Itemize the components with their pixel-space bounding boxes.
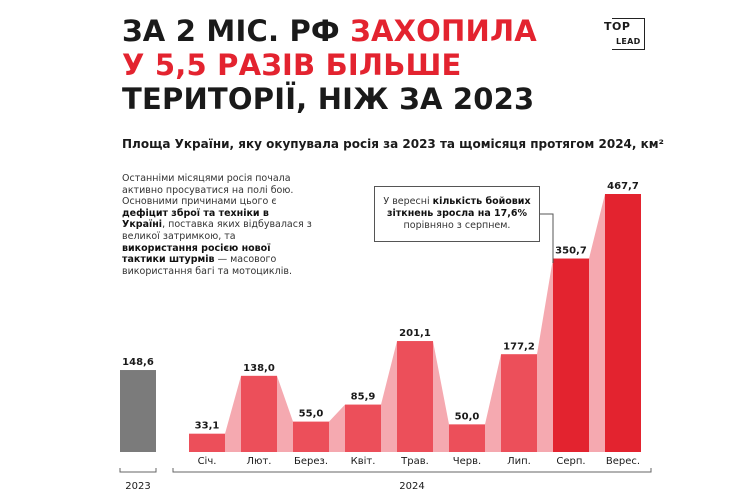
tick-label-8: Серп. (556, 456, 585, 467)
tick-label-2: Лют. (247, 456, 272, 467)
bar-5 (397, 341, 433, 452)
note-bold: кількість бойових зіткнень зросла на 17,… (386, 196, 531, 219)
bar-6 (449, 424, 485, 452)
bar-label-2023: 148,6 (122, 357, 154, 368)
tick-label-4: Квіт. (351, 455, 376, 467)
bar-3 (293, 421, 329, 452)
note-part-2: порівняно з серпнем. (403, 220, 511, 231)
title-line3-black: ТЕРИТОРІЇ, НІЖ ЗА 2023 (122, 82, 535, 116)
bar-4 (345, 404, 381, 452)
bar-label-6: 50,0 (455, 411, 480, 422)
bar-label-8: 350,7 (555, 246, 587, 257)
note-connector-line (540, 213, 554, 263)
bar-2 (241, 375, 277, 452)
title-line1-red: ЗАХОПИЛА (350, 14, 537, 48)
description-text: Останніми місяцями росія почала активно … (122, 173, 312, 277)
tick-label-3: Берез. (294, 456, 328, 467)
logo-top-text: TOP (604, 20, 631, 33)
tick-label-5: Трав. (400, 456, 429, 467)
page-title: ЗА 2 МІС. РФ ЗАХОПИЛА У 5,5 РАЗІВ БІЛЬШЕ… (122, 14, 537, 116)
tick-label-1: Січ. (198, 455, 217, 467)
desc-part-2: , поставка яких відбувалася з великої за… (122, 219, 312, 242)
bar-8 (553, 258, 589, 452)
group-label-2023: 2023 (125, 481, 150, 492)
bar-label-3: 55,0 (299, 409, 324, 420)
desc-bold-2: використання росією нової тактики штурмі… (122, 242, 271, 266)
tick-label-6: Черв. (453, 456, 481, 467)
desc-part-1: Останніми місяцями росія почала активно … (122, 173, 294, 208)
bar-9 (605, 194, 641, 452)
chart-subtitle: Площа України, яку окупувала росія за 20… (122, 137, 664, 151)
bar-label-7: 177,2 (503, 341, 535, 352)
bar-1 (189, 433, 225, 452)
title-line2-red: У 5,5 РАЗІВ БІЛЬШЕ (122, 48, 462, 82)
bar-label-1: 33,1 (195, 421, 220, 432)
desc-bold-1: дефіцит зброї та техніки в Україні (122, 207, 269, 231)
bar-label-4: 85,9 (351, 392, 376, 403)
tick-label-7: Лип. (507, 456, 531, 467)
logo-bottom-text: LEAD (616, 37, 641, 46)
bar-2023 (120, 370, 156, 452)
bar-label-2: 138,0 (243, 363, 275, 374)
bracket-2024 (172, 468, 652, 473)
title-line1-black: ЗА 2 МІС. РФ (122, 14, 351, 48)
group-label-2024: 2024 (399, 481, 424, 492)
tick-label-9: Верес. (606, 456, 640, 467)
bar-label-9: 467,7 (607, 181, 639, 192)
bracket-2023 (119, 468, 157, 473)
september-note-box: У вересні кількість бойових зіткнень зро… (374, 186, 540, 242)
bar-7 (501, 354, 537, 452)
bar-label-5: 201,1 (399, 328, 431, 339)
desc-part-3: — масового використання багі та мотоцикл… (122, 254, 293, 277)
note-part-1: У вересні (383, 196, 433, 207)
top-lead-logo: TOP LEAD (604, 18, 645, 50)
